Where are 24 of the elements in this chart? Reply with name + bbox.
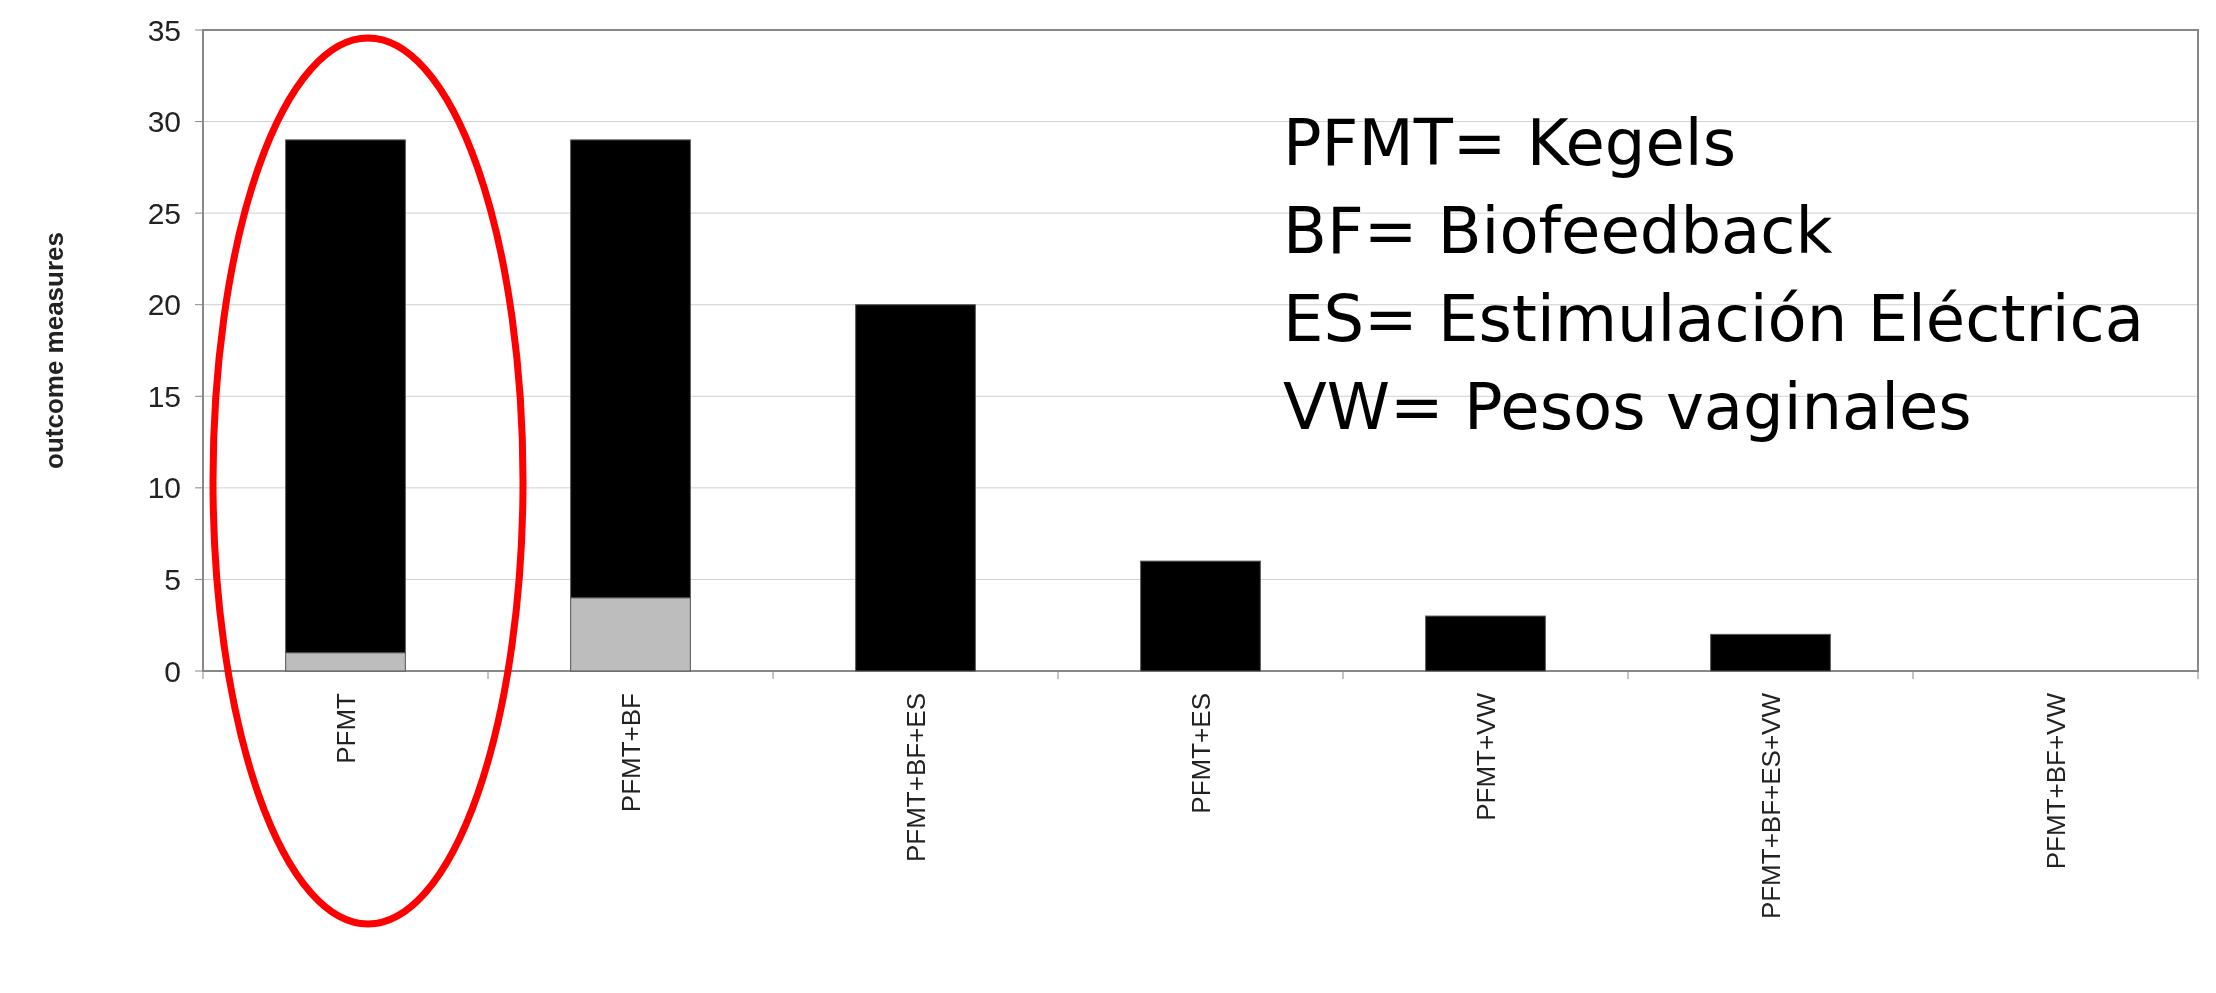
annotation: BF= Biofeedback [1283,194,1833,268]
bar [1710,633,1831,672]
x-tick-label: PFMT+BF [615,693,646,813]
bar [855,304,976,672]
annotation: ES= Estimulación Eléctrica [1283,282,2144,356]
x-tick-label: PFMT+BF+ES+VW [1755,692,1786,920]
y-tick-label: 15 [147,379,181,413]
y-tick-label: 20 [147,288,181,322]
bar [1425,615,1546,672]
y-axis-title: outcome measures [39,232,69,469]
x-tick-label: PFMT+BF+VW [2040,692,2071,870]
x-tick-label: PFMT+BF+ES [900,693,931,863]
y-tick-label: 25 [147,196,181,230]
x-tick-label: PFMT+VW [1470,692,1501,821]
bar [1140,560,1261,672]
x-tick-label: PFMT+ES [1185,693,1216,814]
x-tick-label: PFMT [330,692,361,764]
y-tick-label: 10 [147,471,181,505]
annotation: PFMT= Kegels [1283,106,1736,180]
annotation: VW= Pesos vaginales [1283,370,1972,444]
y-tick-label: 35 [147,13,181,47]
y-tick-label: 5 [164,562,181,596]
y-tick-label: 0 [164,654,181,688]
y-tick-label: 30 [147,105,181,139]
